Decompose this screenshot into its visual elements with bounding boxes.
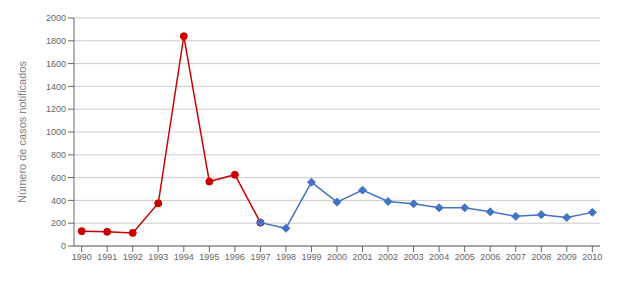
svg-text:600: 600 — [51, 173, 66, 183]
svg-text:1400: 1400 — [46, 82, 66, 92]
svg-text:0: 0 — [61, 241, 66, 251]
svg-text:1990: 1990 — [72, 252, 92, 262]
svg-text:2010: 2010 — [582, 252, 602, 262]
svg-text:1998: 1998 — [276, 252, 296, 262]
svg-text:1994: 1994 — [174, 252, 194, 262]
svg-text:1993: 1993 — [148, 252, 168, 262]
svg-text:1200: 1200 — [46, 104, 66, 114]
svg-text:1600: 1600 — [46, 59, 66, 69]
svg-text:2003: 2003 — [404, 252, 424, 262]
svg-text:800: 800 — [51, 150, 66, 160]
svg-text:2007: 2007 — [506, 252, 526, 262]
svg-text:1800: 1800 — [46, 36, 66, 46]
svg-text:1999: 1999 — [301, 252, 321, 262]
svg-text:1991: 1991 — [97, 252, 117, 262]
svg-text:2001: 2001 — [353, 252, 373, 262]
svg-text:2002: 2002 — [378, 252, 398, 262]
svg-text:2000: 2000 — [46, 13, 66, 23]
svg-text:200: 200 — [51, 218, 66, 228]
svg-text:2006: 2006 — [480, 252, 500, 262]
svg-text:2005: 2005 — [455, 252, 475, 262]
svg-text:2004: 2004 — [429, 252, 449, 262]
svg-text:Número de casos notificados: Número de casos notificados — [16, 61, 28, 203]
svg-text:1000: 1000 — [46, 127, 66, 137]
svg-text:2000: 2000 — [327, 252, 347, 262]
svg-text:400: 400 — [51, 196, 66, 206]
svg-text:1992: 1992 — [123, 252, 143, 262]
svg-text:2009: 2009 — [557, 252, 577, 262]
svg-text:1995: 1995 — [199, 252, 219, 262]
svg-text:2008: 2008 — [531, 252, 551, 262]
svg-text:1997: 1997 — [250, 252, 270, 262]
svg-text:1996: 1996 — [225, 252, 245, 262]
